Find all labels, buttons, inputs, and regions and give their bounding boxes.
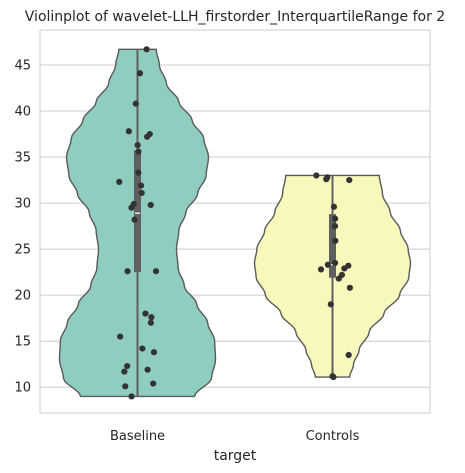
- y-tick-label-30: 30: [14, 197, 31, 212]
- point-baseline: [150, 349, 158, 356]
- point-controls: [332, 237, 339, 244]
- point-controls: [331, 223, 339, 230]
- x-axis-title: target: [214, 448, 257, 464]
- point-baseline: [117, 333, 124, 340]
- point-baseline: [125, 128, 132, 135]
- point-baseline: [135, 148, 142, 155]
- point-baseline: [116, 178, 123, 186]
- y-tick-label-45: 45: [14, 58, 31, 73]
- y-tick-label-40: 40: [14, 105, 31, 120]
- point-baseline: [147, 201, 154, 209]
- point-baseline: [147, 319, 154, 326]
- point-baseline: [142, 310, 149, 317]
- point-baseline: [135, 169, 142, 176]
- plot-frame: [39, 29, 431, 414]
- point-controls: [346, 284, 353, 291]
- point-baseline: [124, 268, 131, 275]
- point-controls: [345, 351, 352, 359]
- point-baseline: [138, 189, 145, 197]
- x-tick-label-controls: Controls: [306, 429, 360, 444]
- point-baseline: [152, 268, 160, 275]
- y-tick-label-25: 25: [14, 243, 31, 258]
- point-baseline: [144, 133, 151, 140]
- point-baseline: [122, 383, 129, 390]
- point-controls: [330, 373, 337, 381]
- y-tick-label-20: 20: [14, 289, 31, 304]
- point-controls: [341, 265, 348, 272]
- x-tick-label-baseline: Baseline: [110, 429, 165, 444]
- point-controls: [313, 172, 320, 179]
- point-controls: [330, 203, 338, 210]
- point-controls: [331, 259, 339, 267]
- iqr-box-controls: [329, 214, 336, 278]
- point-baseline: [121, 368, 128, 375]
- point-baseline: [136, 70, 144, 77]
- x-tick-labels: Baseline Controls: [110, 429, 360, 444]
- point-controls: [335, 275, 342, 282]
- point-baseline: [132, 100, 139, 107]
- point-baseline: [150, 380, 157, 387]
- strip-points: [116, 46, 353, 400]
- violins: [58, 48, 412, 398]
- point-controls: [346, 176, 353, 184]
- point-baseline: [134, 141, 141, 149]
- point-baseline: [144, 366, 151, 373]
- point-controls: [324, 261, 331, 268]
- point-baseline: [143, 46, 150, 53]
- y-tick-label-15: 15: [14, 335, 31, 350]
- point-baseline: [128, 204, 135, 211]
- iqr-box-baseline: [134, 150, 141, 273]
- point-controls: [327, 301, 334, 308]
- point-baseline: [139, 345, 146, 352]
- y-tick-label-35: 35: [14, 151, 31, 166]
- point-baseline: [131, 216, 138, 223]
- point-controls: [332, 215, 339, 222]
- point-baseline: [128, 393, 135, 400]
- y-tick-labels: 10 15 20 25 30 35 40 45: [14, 58, 31, 395]
- point-controls: [317, 266, 325, 273]
- point-baseline: [124, 362, 131, 370]
- chart-title: Violinplot of wavelet-LLH_firstorder_Int…: [25, 9, 445, 25]
- y-tick-label-10: 10: [14, 381, 31, 396]
- point-baseline: [148, 314, 155, 321]
- point-baseline: [137, 182, 145, 189]
- point-controls: [323, 176, 330, 183]
